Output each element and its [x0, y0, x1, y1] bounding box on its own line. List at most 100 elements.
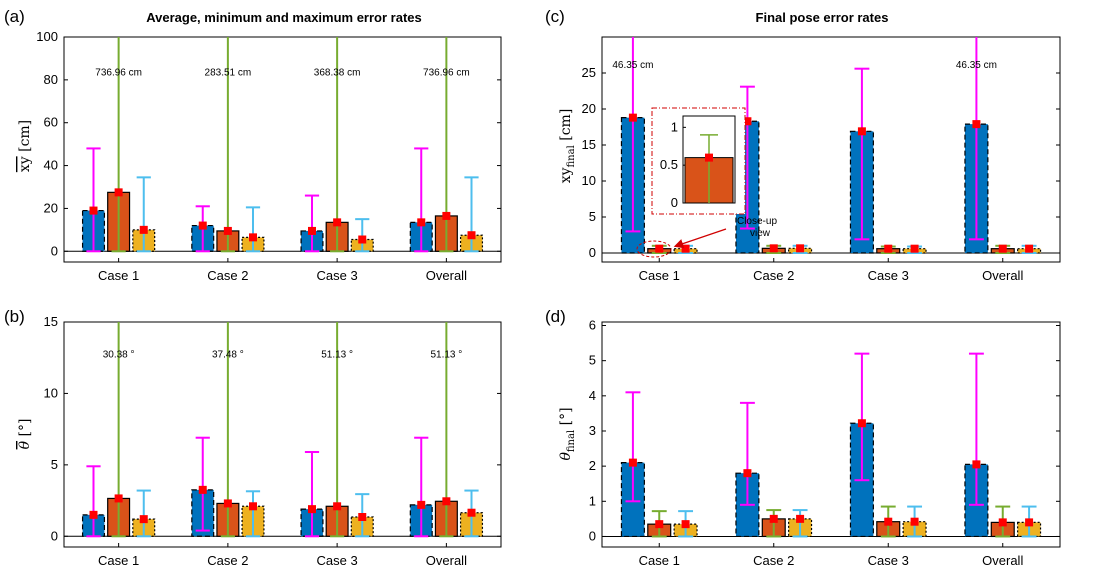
category-group: Case 2: [735, 85, 813, 283]
x-tick-label: Case 1: [98, 553, 139, 568]
y-tick-label: 10: [44, 385, 58, 400]
max-annotation: 736.96 cm: [423, 68, 470, 79]
category-group: Case 3: [849, 67, 927, 283]
category-group: Overall 46.35 cm: [956, 37, 1042, 283]
panel-label: (d): [545, 307, 566, 326]
mean-marker: [442, 497, 451, 506]
y-axis-label-unit: [cm]: [17, 120, 33, 157]
axes-frame: [63, 36, 502, 263]
y-tick-label: 15: [582, 137, 596, 152]
mean-marker: [467, 508, 476, 517]
y-tick-label: 0: [589, 245, 596, 260]
mean-marker: [796, 514, 805, 523]
x-tick-label: Case 1: [639, 553, 680, 568]
mean-marker: [333, 218, 342, 227]
mean-marker: [417, 218, 426, 227]
mean-marker: [796, 244, 805, 253]
chart-title: Final pose error rates: [756, 10, 889, 25]
max-annotation: 37.48 °: [212, 350, 244, 361]
x-tick-label: Overall: [426, 268, 467, 283]
y-tick-label: 40: [44, 158, 58, 173]
mean-marker: [223, 499, 232, 508]
mean-marker: [628, 113, 637, 122]
x-tick-label: Case 1: [98, 268, 139, 283]
axes-frame: [63, 321, 502, 548]
panel-label: (b): [4, 307, 25, 326]
callout-arrow: [673, 228, 727, 249]
mean-marker: [972, 120, 981, 129]
plot-area: 0 5 10 15 Case 1 30.38 ° Case 2 37.48 ° Case 3 51…: [44, 314, 502, 568]
y-axis-label-main: xy: [558, 167, 574, 183]
max-annotation: 46.35 cm: [956, 60, 997, 71]
mean-marker: [307, 505, 316, 514]
mean-marker: [769, 514, 778, 523]
mean-marker: [743, 469, 752, 478]
mean-marker: [1025, 518, 1034, 527]
x-tick-label: Case 3: [868, 268, 909, 283]
category-group: Case 3 51.13 °: [300, 322, 374, 568]
mean-marker: [998, 244, 1007, 253]
axes-frame: [601, 36, 1061, 263]
inset-y-tick-label: 0: [671, 195, 678, 210]
mean-marker: [884, 517, 893, 526]
mean-marker: [1025, 244, 1034, 253]
mean-marker: [89, 510, 98, 519]
close-up-inset: 0 0.5 1 Close-up view: [636, 107, 777, 258]
mean-marker: [198, 221, 207, 230]
mean-marker: [655, 244, 664, 253]
mean-marker: [467, 231, 476, 240]
mean-marker: [307, 226, 316, 235]
mean-marker: [857, 127, 866, 136]
mean-marker: [139, 515, 148, 524]
y-tick-label: 4: [589, 388, 596, 403]
max-annotation: 51.13 °: [430, 350, 462, 361]
y-ticks: 0 5 10 15: [44, 314, 501, 543]
max-annotation: 30.38 °: [103, 350, 135, 361]
mean-marker: [358, 235, 367, 244]
x-tick-label: Case 2: [753, 553, 794, 568]
y-tick-label: 20: [44, 200, 58, 215]
max-annotation: 368.38 cm: [314, 68, 361, 79]
category-group: Case 2 37.48 °: [191, 322, 265, 568]
panel-d: (d) θfinal [°] 0 1 2 3 4 5 6 Case 1 Case 2 Case 3…: [545, 307, 1061, 568]
mean-marker: [681, 244, 690, 253]
y-tick-label: 1: [589, 493, 596, 508]
inset-y-tick-label: 1: [671, 119, 678, 134]
mean-marker: [628, 458, 637, 467]
inset-marker: [705, 153, 713, 162]
chart-title: Average, minimum and maximum error rates: [146, 10, 422, 25]
mean-marker: [655, 520, 664, 529]
mean-marker: [910, 517, 919, 526]
y-axis-label-unit: [°]: [558, 407, 574, 429]
x-tick-label: Overall: [982, 268, 1023, 283]
mean-marker: [198, 485, 207, 494]
panel-label: (c): [545, 7, 565, 26]
category-group: Case 1 46.35 cm: [612, 37, 698, 283]
y-axis-label-main: xy: [17, 156, 33, 172]
y-axis-label-sub: final: [566, 430, 577, 452]
y-tick-label: 25: [582, 65, 596, 80]
mean-marker: [884, 244, 893, 253]
y-tick-label: 10: [582, 173, 596, 188]
category-group: Overall 51.13 °: [409, 322, 484, 568]
panel-b: (b) θ [°] 0 5 10 15 Case 1 30.38 ° Case 2 37.48…: [4, 307, 502, 568]
y-tick-label: 80: [44, 72, 58, 87]
axes-frame: [601, 321, 1061, 548]
mean-marker: [972, 460, 981, 469]
mean-marker: [139, 225, 148, 234]
mean-marker: [681, 520, 690, 529]
callout-ellipse: [636, 240, 672, 258]
close-up-label-line: Close-up: [737, 216, 777, 227]
max-annotation: 46.35 cm: [612, 60, 653, 71]
y-tick-label: 15: [44, 314, 58, 329]
category-group: Case 3: [849, 352, 927, 568]
y-tick-label: 3: [589, 423, 596, 438]
mean-marker: [857, 419, 866, 428]
mean-marker: [910, 244, 919, 253]
mean-marker: [442, 211, 451, 220]
plot-area: 0 1 2 3 4 5 6 Case 1 Case 2 Case 3 Overall: [589, 318, 1061, 568]
y-tick-label: 100: [36, 29, 58, 44]
category-group: Case 1 30.38 °: [81, 322, 156, 568]
y-tick-label: 20: [582, 101, 596, 116]
